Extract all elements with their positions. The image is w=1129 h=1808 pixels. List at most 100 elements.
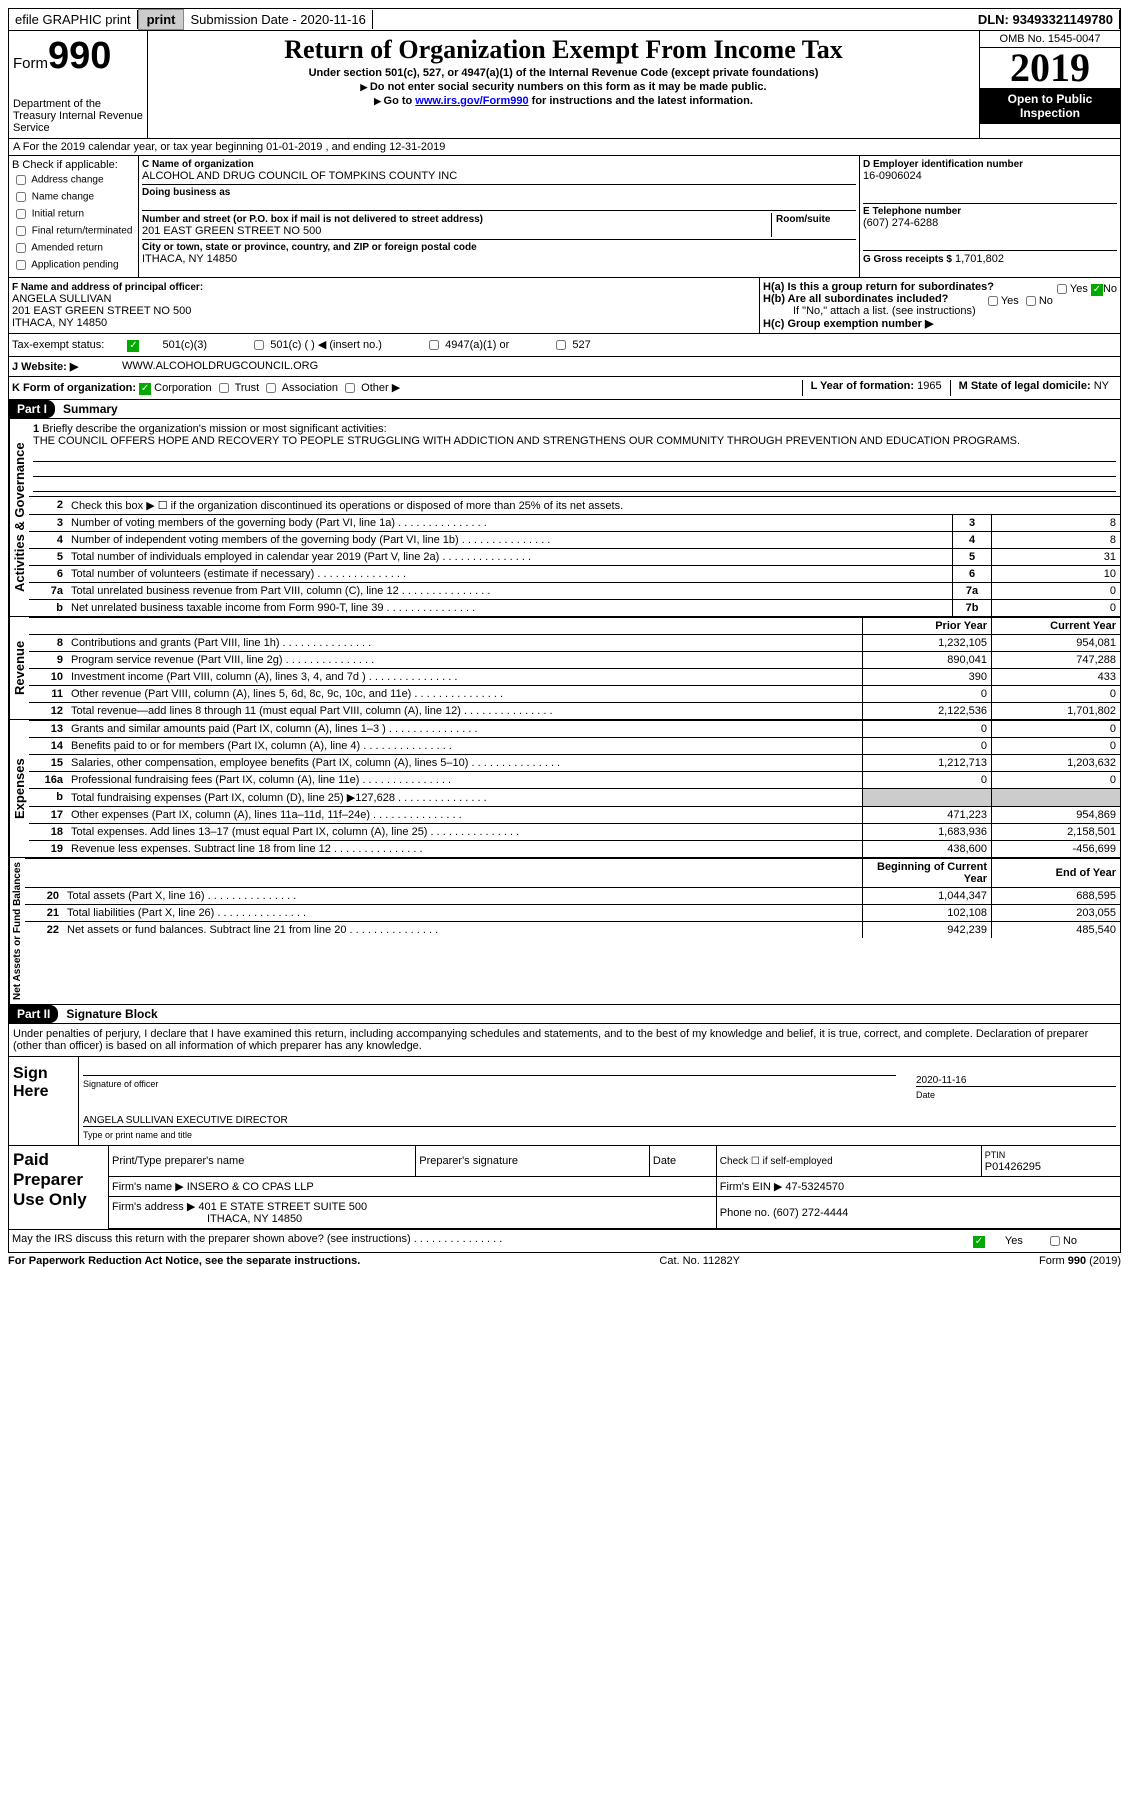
officer-name: ANGELA SULLIVAN bbox=[12, 293, 111, 305]
firm-ein: 47-5324570 bbox=[785, 1181, 844, 1193]
cb-address[interactable]: Address change bbox=[12, 172, 135, 188]
cb-pending[interactable]: Application pending bbox=[12, 257, 135, 273]
line-row: 20Total assets (Part X, line 16)1,044,34… bbox=[25, 888, 1120, 905]
line-row: 9Program service revenue (Part VIII, lin… bbox=[29, 652, 1120, 669]
phone: (607) 274-6288 bbox=[863, 217, 1117, 229]
gross-receipts: 1,701,802 bbox=[955, 253, 1004, 265]
print-button[interactable]: print bbox=[138, 9, 185, 30]
cb-527[interactable] bbox=[556, 340, 566, 350]
header-grid: B Check if applicable: Address change Na… bbox=[8, 156, 1121, 278]
year-formed: 1965 bbox=[917, 380, 941, 392]
ha-no-checked: ✓ bbox=[1091, 284, 1103, 296]
status-row: Tax-exempt status: ✓ 501(c)(3) 501(c) ( … bbox=[8, 334, 1121, 357]
section-ag: Activities & Governance 1 Briefly descri… bbox=[8, 419, 1121, 617]
irs-link[interactable]: www.irs.gov/Form990 bbox=[415, 95, 528, 107]
dln: DLN: 93493321149780 bbox=[972, 10, 1120, 29]
line-row: 4Number of independent voting members of… bbox=[29, 532, 1120, 549]
form-title: Return of Organization Exempt From Incom… bbox=[152, 35, 975, 65]
section-rev: Revenue Prior YearCurrent Year 8Contribu… bbox=[8, 617, 1121, 720]
efile-label: efile GRAPHIC print bbox=[9, 10, 138, 29]
domicile: NY bbox=[1094, 380, 1109, 392]
line-row: 13Grants and similar amounts paid (Part … bbox=[29, 721, 1120, 738]
mission-text: THE COUNCIL OFFERS HOPE AND RECOVERY TO … bbox=[33, 435, 1020, 447]
officer-name-title: ANGELA SULLIVAN EXECUTIVE DIRECTOR bbox=[83, 1115, 1116, 1127]
ha-yes[interactable] bbox=[1057, 284, 1067, 294]
table-rev: Prior YearCurrent Year bbox=[29, 617, 1120, 634]
discuss-no[interactable] bbox=[1050, 1236, 1060, 1246]
hb-no[interactable] bbox=[1026, 296, 1036, 306]
table-net-hdr: Beginning of Current YearEnd of Year bbox=[25, 858, 1120, 887]
korg-row: K Form of organization: ✓ Corporation Tr… bbox=[8, 377, 1121, 400]
hb-yes[interactable] bbox=[988, 296, 998, 306]
ptin: P01426295 bbox=[985, 1161, 1041, 1173]
line-row: 6Total number of volunteers (estimate if… bbox=[29, 566, 1120, 583]
discuss-row: May the IRS discuss this return with the… bbox=[8, 1230, 1121, 1253]
submission-date: Submission Date - 2020-11-16 bbox=[184, 10, 372, 29]
discuss-yes: ✓ bbox=[973, 1236, 985, 1248]
dept-label: Department of the Treasury Internal Reve… bbox=[13, 98, 143, 134]
form-header: Form990 Department of the Treasury Inter… bbox=[8, 31, 1121, 139]
firm-phone: (607) 272-4444 bbox=[773, 1207, 848, 1219]
cb-501c[interactable] bbox=[254, 340, 264, 350]
org-address: 201 EAST GREEN STREET NO 500 bbox=[142, 225, 321, 237]
subtitle-2: Do not enter social security numbers on … bbox=[152, 81, 975, 93]
line-row: 18Total expenses. Add lines 13–17 (must … bbox=[29, 824, 1120, 841]
subtitle-1: Under section 501(c), 527, or 4947(a)(1)… bbox=[152, 67, 975, 79]
form-number: Form990 bbox=[13, 35, 143, 78]
org-city: ITHACA, NY 14850 bbox=[142, 253, 856, 265]
cb-corp: ✓ bbox=[139, 383, 151, 395]
part2-header: Part II Signature Block bbox=[8, 1005, 1121, 1024]
section-exp: Expenses 13Grants and similar amounts pa… bbox=[8, 720, 1121, 858]
cb-final[interactable]: Final return/terminated bbox=[12, 223, 135, 239]
sig-date: 2020-11-16 bbox=[916, 1075, 1116, 1087]
side-rev: Revenue bbox=[9, 617, 29, 719]
box-c: C Name of organization ALCOHOL AND DRUG … bbox=[139, 156, 860, 277]
line-row: 21Total liabilities (Part X, line 26)102… bbox=[25, 905, 1120, 922]
cb-501c3: ✓ bbox=[127, 340, 139, 352]
paid-preparer: Paid Preparer Use Only Print/Type prepar… bbox=[8, 1146, 1121, 1230]
line-row: bNet unrelated business taxable income f… bbox=[29, 600, 1120, 617]
line-row: 15Salaries, other compensation, employee… bbox=[29, 755, 1120, 772]
section-net: Net Assets or Fund Balances Beginning of… bbox=[8, 858, 1121, 1005]
line-row: 11Other revenue (Part VIII, column (A), … bbox=[29, 686, 1120, 703]
part1-header: Part I Summary bbox=[8, 400, 1121, 419]
ein: 16-0906024 bbox=[863, 170, 1117, 182]
box-b: B Check if applicable: Address change Na… bbox=[9, 156, 139, 277]
open-public: Open to Public Inspection bbox=[980, 88, 1120, 124]
subtitle-3: Go to www.irs.gov/Form990 for instructio… bbox=[152, 95, 975, 107]
signature-block: Under penalties of perjury, I declare th… bbox=[8, 1024, 1121, 1146]
cb-assoc[interactable] bbox=[266, 383, 276, 393]
side-ag: Activities & Governance bbox=[9, 419, 29, 616]
website: WWW.ALCOHOLDRUGCOUNCIL.ORG bbox=[122, 360, 318, 373]
row-fgh: F Name and address of principal officer:… bbox=[8, 278, 1121, 334]
side-exp: Expenses bbox=[9, 720, 29, 857]
cb-other[interactable] bbox=[345, 383, 355, 393]
side-net: Net Assets or Fund Balances bbox=[9, 858, 25, 1004]
top-bar: efile GRAPHIC print print Submission Dat… bbox=[8, 8, 1121, 31]
line-row: 3Number of voting members of the governi… bbox=[29, 515, 1120, 532]
line-row: 17Other expenses (Part IX, column (A), l… bbox=[29, 807, 1120, 824]
table-ag: 2Check this box ▶ ☐ if the organization … bbox=[29, 496, 1120, 514]
cb-4947[interactable] bbox=[429, 340, 439, 350]
line-row: 19Revenue less expenses. Subtract line 1… bbox=[29, 841, 1120, 858]
line-row: 16aProfessional fundraising fees (Part I… bbox=[29, 772, 1120, 789]
tax-year: 2019 bbox=[980, 48, 1120, 88]
line-row: 10Investment income (Part VIII, column (… bbox=[29, 669, 1120, 686]
row-a: A For the 2019 calendar year, or tax yea… bbox=[8, 139, 1121, 156]
firm-name: INSERO & CO CPAS LLP bbox=[187, 1181, 314, 1193]
line-row: 12Total revenue—add lines 8 through 11 (… bbox=[29, 703, 1120, 720]
line-row: 22Net assets or fund balances. Subtract … bbox=[25, 922, 1120, 939]
cb-trust[interactable] bbox=[219, 383, 229, 393]
org-name: ALCOHOL AND DRUG COUNCIL OF TOMPKINS COU… bbox=[142, 170, 856, 182]
line-row: bTotal fundraising expenses (Part IX, co… bbox=[29, 789, 1120, 807]
cb-name[interactable]: Name change bbox=[12, 189, 135, 205]
box-deg: D Employer identification number 16-0906… bbox=[860, 156, 1120, 277]
line-row: 14Benefits paid to or for members (Part … bbox=[29, 738, 1120, 755]
line-row: 8Contributions and grants (Part VIII, li… bbox=[29, 635, 1120, 652]
cb-initial[interactable]: Initial return bbox=[12, 206, 135, 222]
line-row: 5Total number of individuals employed in… bbox=[29, 549, 1120, 566]
line-row: 7aTotal unrelated business revenue from … bbox=[29, 583, 1120, 600]
website-row: J Website: ▶ WWW.ALCOHOLDRUGCOUNCIL.ORG bbox=[8, 357, 1121, 377]
cb-amended[interactable]: Amended return bbox=[12, 240, 135, 256]
footer: For Paperwork Reduction Act Notice, see … bbox=[8, 1255, 1121, 1267]
